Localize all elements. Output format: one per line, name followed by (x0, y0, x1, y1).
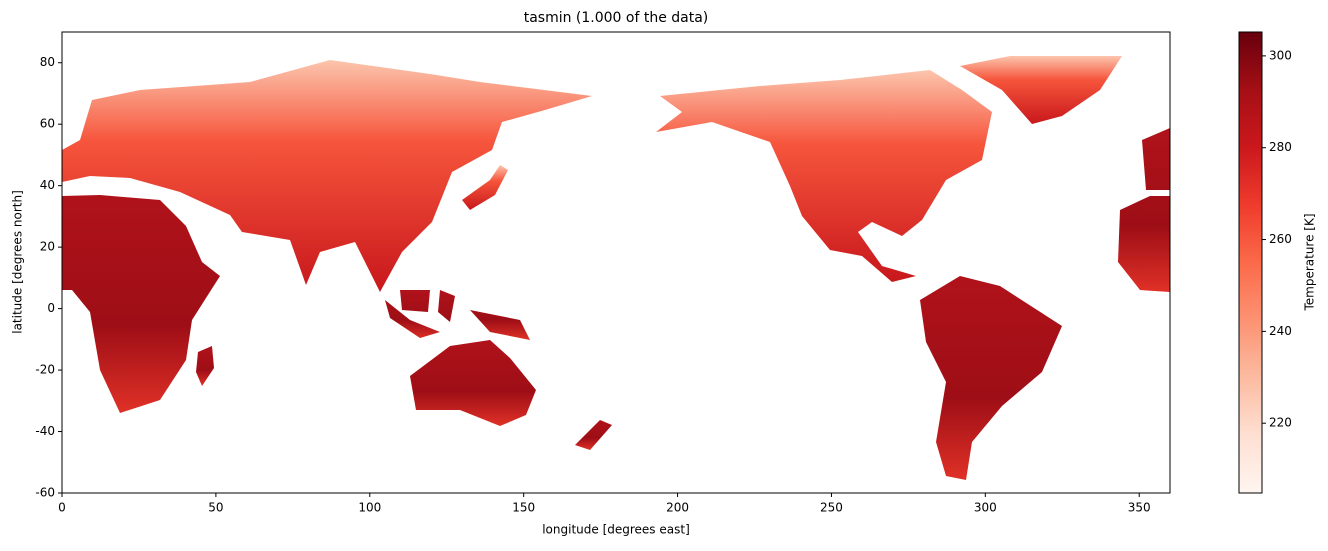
land (410, 340, 536, 426)
colorbar-tick-label: 240 (1269, 324, 1292, 338)
colorbar-tick-label: 300 (1269, 48, 1292, 62)
y-tick-label: 60 (40, 117, 55, 131)
y-axis-label: latitude [degrees north] (11, 190, 25, 334)
x-tick-label: 150 (512, 501, 535, 515)
land (462, 165, 508, 210)
x-tick-label: 0 (58, 501, 66, 515)
y-tick-label: 40 (40, 178, 55, 192)
land (385, 290, 530, 340)
colorbar-tick-label: 280 (1269, 140, 1292, 154)
y-tick-label: -20 (35, 363, 55, 377)
y-tick-label: -60 (35, 486, 55, 500)
land (196, 346, 214, 386)
land (62, 195, 220, 413)
chart-title: tasmin (1.000 of the data) (524, 10, 709, 26)
land (656, 70, 992, 282)
colorbar-tick-label: 260 (1269, 232, 1292, 246)
y-tick-label: 0 (47, 301, 55, 315)
land (1118, 128, 1170, 292)
map-land (62, 56, 1170, 480)
x-tick-label: 50 (208, 501, 223, 515)
land (920, 276, 1062, 480)
x-tick-label: 350 (1128, 501, 1151, 515)
y-tick-label: -40 (35, 424, 55, 438)
axes-frame (61, 31, 1171, 494)
x-tick-label: 250 (820, 501, 843, 515)
x-tick-label: 100 (358, 501, 381, 515)
x-tick-label: 300 (974, 501, 997, 515)
colorbar (1238, 31, 1263, 494)
land (575, 420, 612, 450)
y-tick-label: 20 (40, 240, 55, 254)
land (960, 56, 1122, 124)
colorbar-label: Temperature [K] (1303, 213, 1317, 311)
y-tick-label: 80 (40, 55, 55, 69)
x-tick-label: 200 (666, 501, 689, 515)
land (62, 60, 592, 292)
x-axis-label: longitude [degrees east] (542, 523, 690, 537)
colorbar-tick-label: 220 (1269, 416, 1292, 430)
